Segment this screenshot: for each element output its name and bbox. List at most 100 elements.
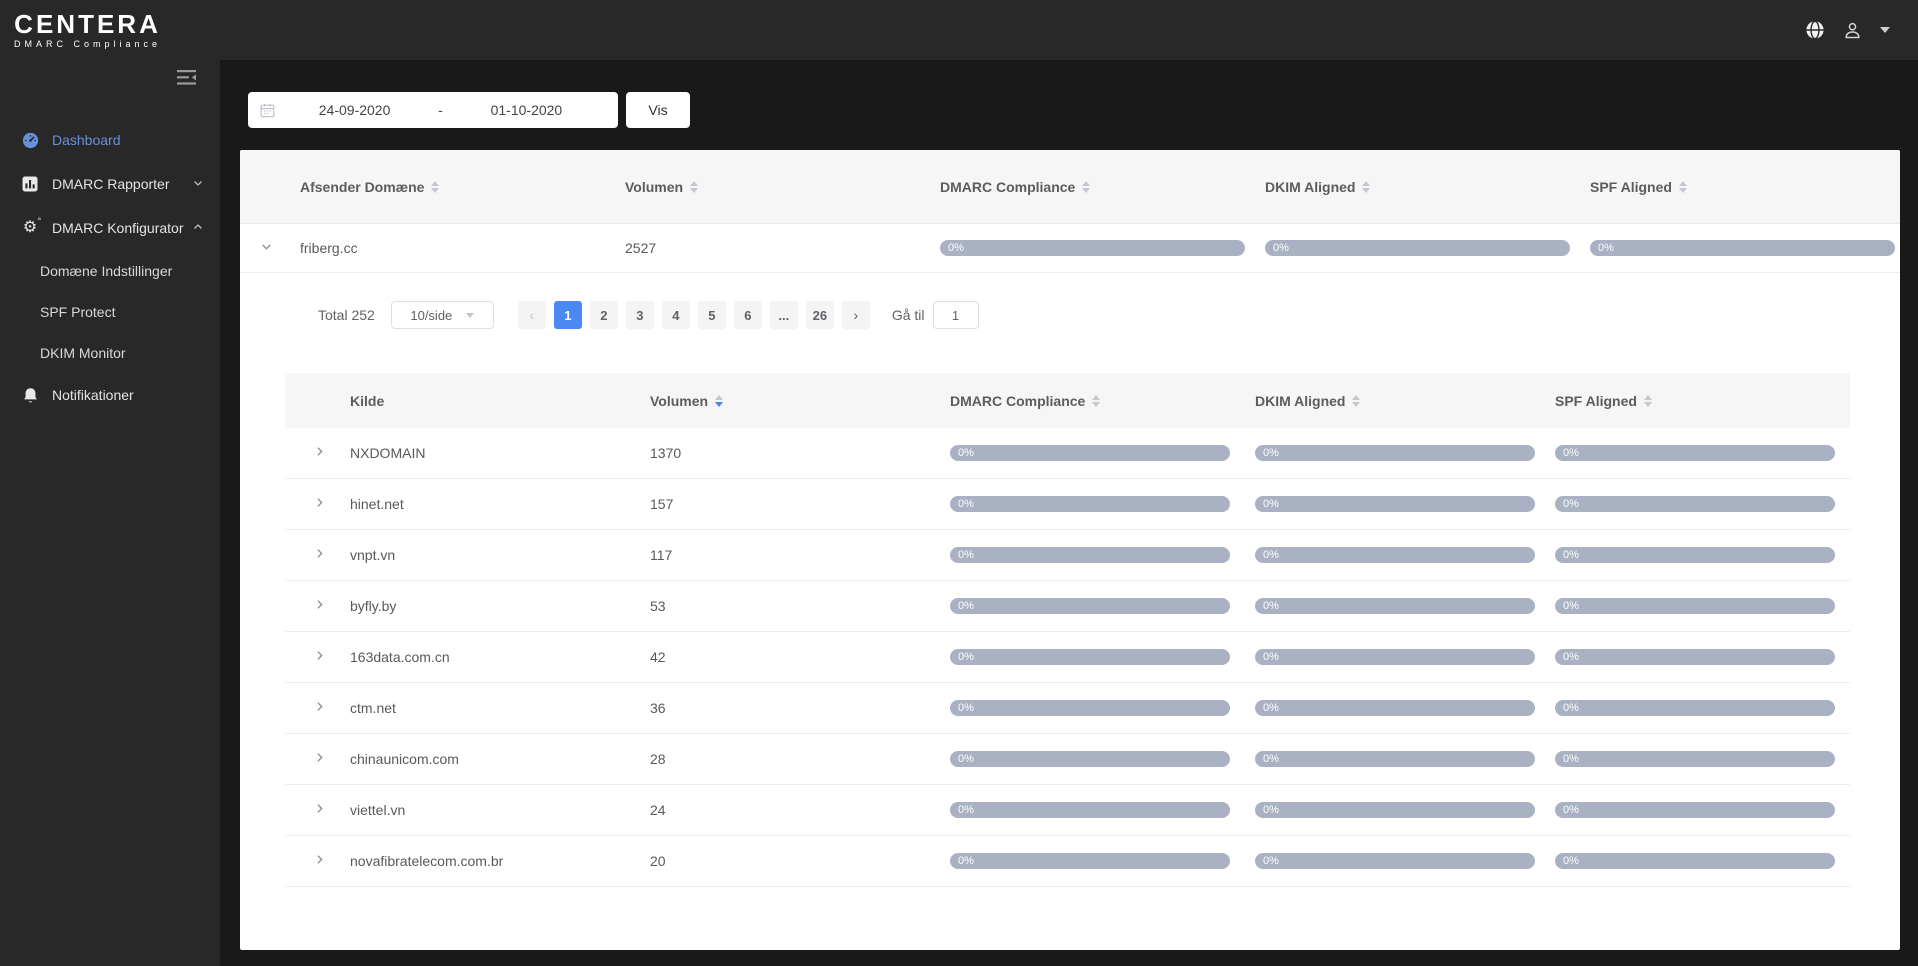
sidebar-item-domaene-indstillinger[interactable]: Domæne Indstillinger [0,250,220,291]
expand-row-button[interactable] [285,802,350,818]
sidebar-menu: Dashboard DMARC Rapporter ⚙ ° DMARC Konfi… [0,118,220,417]
volume-cell: 53 [650,598,666,614]
chevron-up-icon [192,220,204,236]
dashboard-gauge-icon [20,132,40,149]
user-menu-caret-icon[interactable] [1880,27,1890,33]
goto-page-input[interactable] [932,301,979,329]
topbar: CENTERA DMARC Compliance [0,0,1918,60]
volume-cell: 2527 [625,240,657,256]
dmarc-progress-bar: 0% [950,853,1230,869]
pagination-page-1[interactable]: 1 [553,301,582,329]
pagination-ellipsis[interactable]: ... [769,301,798,329]
table-row[interactable]: 163data.com.cn 42 0% 0% 0% [285,632,1850,683]
source-cell: vnpt.vn [350,547,396,563]
menu-fold-icon[interactable] [171,64,202,96]
bell-icon [20,387,40,404]
expand-row-button[interactable] [285,853,350,869]
pagination-page-4[interactable]: 4 [661,301,690,329]
pagination-page-5[interactable]: 5 [697,301,726,329]
dkim-progress-bar: 0% [1255,496,1535,512]
chevron-right-icon [313,751,326,767]
col-header-dmarc-compliance[interactable]: DMARC Compliance [950,393,1255,409]
pagination-page-3[interactable]: 3 [625,301,654,329]
spf-progress-bar: 0% [1555,445,1835,461]
sort-icon[interactable] [690,180,699,193]
dmarc-progress-bar: 0% [940,240,1245,256]
expand-row-button[interactable] [285,445,350,461]
col-header-dmarc-compliance[interactable]: DMARC Compliance [940,179,1265,195]
dmarc-progress-bar: 0% [950,598,1230,614]
dkim-progress-bar: 0% [1255,547,1535,563]
sort-icon[interactable] [1082,180,1091,193]
chevron-right-icon [313,598,326,614]
collapse-row-button[interactable] [240,240,300,256]
volume-cell: 42 [650,649,666,665]
vis-button[interactable]: Vis [626,92,690,128]
col-header-volumen[interactable]: Volumen [625,179,940,195]
dkim-progress-bar: 0% [1255,445,1535,461]
table-row[interactable]: byfly.by 53 0% 0% 0% [285,581,1850,632]
table-row[interactable]: NXDOMAIN 1370 0% 0% 0% [285,428,1850,479]
globe-icon[interactable] [1805,20,1825,40]
sidebar-item-dmarc-rapporter[interactable]: DMARC Rapporter [0,162,220,206]
date-to-input[interactable]: 01-10-2020 [490,102,563,118]
pagination-page-26[interactable]: 26 [805,301,834,329]
col-header-dkim-aligned[interactable]: DKIM Aligned [1255,393,1555,409]
chevron-right-icon [313,445,326,461]
sort-icon[interactable] [1643,394,1652,407]
bar-chart-icon [20,176,40,192]
expand-row-button[interactable] [285,700,350,716]
table-row[interactable]: ctm.net 36 0% 0% 0% [285,683,1850,734]
col-header-spf-aligned[interactable]: SPF Aligned [1555,393,1850,409]
chevron-right-icon [313,802,326,818]
sidebar-item-spf-protect[interactable]: SPF Protect [0,291,220,332]
sources-table-header: Kilde Volumen DMARC Compliance DKIM Alig… [285,373,1850,428]
col-header-dkim-aligned[interactable]: DKIM Aligned [1265,179,1590,195]
col-header-spf-aligned[interactable]: SPF Aligned [1590,179,1900,195]
sidebar-item-notifikationer[interactable]: Notifikationer [0,373,220,417]
expand-row-button[interactable] [285,598,350,614]
sort-icon[interactable] [1678,180,1687,193]
pagination-prev-button[interactable]: ‹ [517,301,546,329]
sidebar-item-label: DMARC Konfigurator [52,220,184,236]
dkim-progress-bar: 0% [1255,802,1535,818]
table-row[interactable]: chinaunicom.com 28 0% 0% 0% [285,734,1850,785]
table-row[interactable]: novafibratelecom.com.br 20 0% 0% 0% [285,836,1850,887]
sort-icon[interactable] [1362,180,1371,193]
expand-row-button[interactable] [285,751,350,767]
sidebar-item-label: Dashboard [52,132,121,148]
sort-icon[interactable] [1352,394,1361,407]
sidebar-item-dmarc-konfigurator[interactable]: ⚙ ° DMARC Konfigurator [0,206,220,250]
date-toolbar: 24-09-2020 - 01-10-2020 Vis [248,92,1918,128]
pagination-next-button[interactable]: › [841,301,870,329]
sidebar-item-label: Notifikationer [52,387,134,403]
spf-progress-bar: 0% [1590,240,1895,256]
sort-icon[interactable] [1092,394,1101,407]
dkim-progress-bar: 0% [1255,649,1535,665]
expand-row-button[interactable] [285,496,350,512]
sidebar-item-dkim-monitor[interactable]: DKIM Monitor [0,332,220,373]
sidebar-item-dashboard[interactable]: Dashboard [0,118,220,162]
table-row[interactable]: hinet.net 157 0% 0% 0% [285,479,1850,530]
chevron-right-icon [313,700,326,716]
table-row-friberg[interactable]: friberg.cc 2527 0% 0% 0% [240,224,1900,273]
table-row[interactable]: viettel.vn 24 0% 0% 0% [285,785,1850,836]
source-cell: ctm.net [350,700,396,716]
col-header-volumen[interactable]: Volumen [650,393,950,409]
col-header-afsender-domaene[interactable]: Afsender Domæne [300,179,625,195]
table-row[interactable]: vnpt.vn 117 0% 0% 0% [285,530,1850,581]
sort-icon[interactable] [431,180,440,193]
sort-icon-desc-active[interactable] [715,394,724,407]
topbar-actions [1805,20,1890,40]
expand-row-button[interactable] [285,649,350,665]
domains-table-header: Afsender Domæne Volumen DMARC Compliance… [240,150,1900,224]
pagination-page-6[interactable]: 6 [733,301,762,329]
pagination: Total 252 10/side ‹ 1 2 3 4 5 6 ... 26 ›… [318,299,1900,331]
page-size-select[interactable]: 10/side [390,301,494,329]
date-from-input[interactable]: 24-09-2020 [318,102,391,118]
pagination-page-2[interactable]: 2 [589,301,618,329]
report-card: Afsender Domæne Volumen DMARC Compliance… [240,150,1900,950]
user-icon[interactable] [1843,21,1862,40]
date-range-picker[interactable]: 24-09-2020 - 01-10-2020 [248,92,618,128]
expand-row-button[interactable] [285,547,350,563]
